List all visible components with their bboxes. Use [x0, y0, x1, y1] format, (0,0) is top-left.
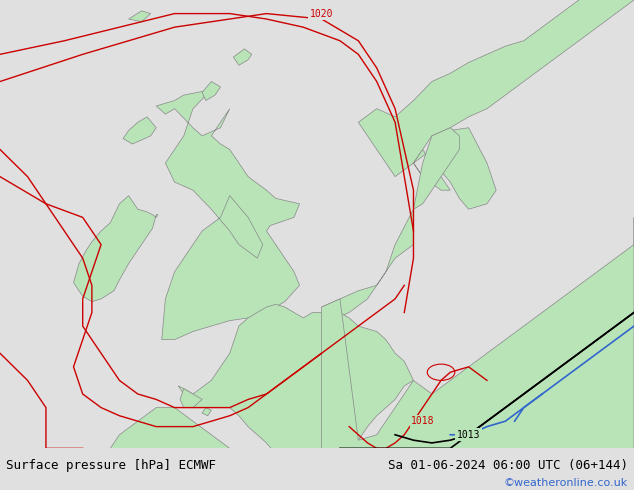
- Text: Sa 01-06-2024 06:00 UTC (06+144): Sa 01-06-2024 06:00 UTC (06+144): [387, 459, 628, 471]
- Polygon shape: [413, 128, 460, 209]
- Polygon shape: [180, 389, 202, 408]
- Polygon shape: [129, 11, 151, 22]
- Text: Surface pressure [hPa] ECMWF: Surface pressure [hPa] ECMWF: [6, 459, 216, 471]
- Polygon shape: [413, 128, 496, 209]
- Polygon shape: [123, 117, 156, 144]
- Polygon shape: [321, 218, 634, 448]
- Text: 1020: 1020: [310, 9, 333, 19]
- Text: ©weatheronline.co.uk: ©weatheronline.co.uk: [503, 478, 628, 488]
- Polygon shape: [156, 90, 299, 340]
- Polygon shape: [202, 408, 211, 416]
- Polygon shape: [92, 408, 331, 490]
- Text: 1013: 1013: [457, 430, 481, 440]
- Polygon shape: [358, 0, 634, 176]
- Polygon shape: [202, 81, 221, 100]
- Polygon shape: [321, 209, 413, 320]
- Polygon shape: [74, 196, 158, 302]
- Polygon shape: [178, 304, 413, 470]
- Polygon shape: [233, 49, 252, 65]
- Text: 1018: 1018: [411, 416, 434, 426]
